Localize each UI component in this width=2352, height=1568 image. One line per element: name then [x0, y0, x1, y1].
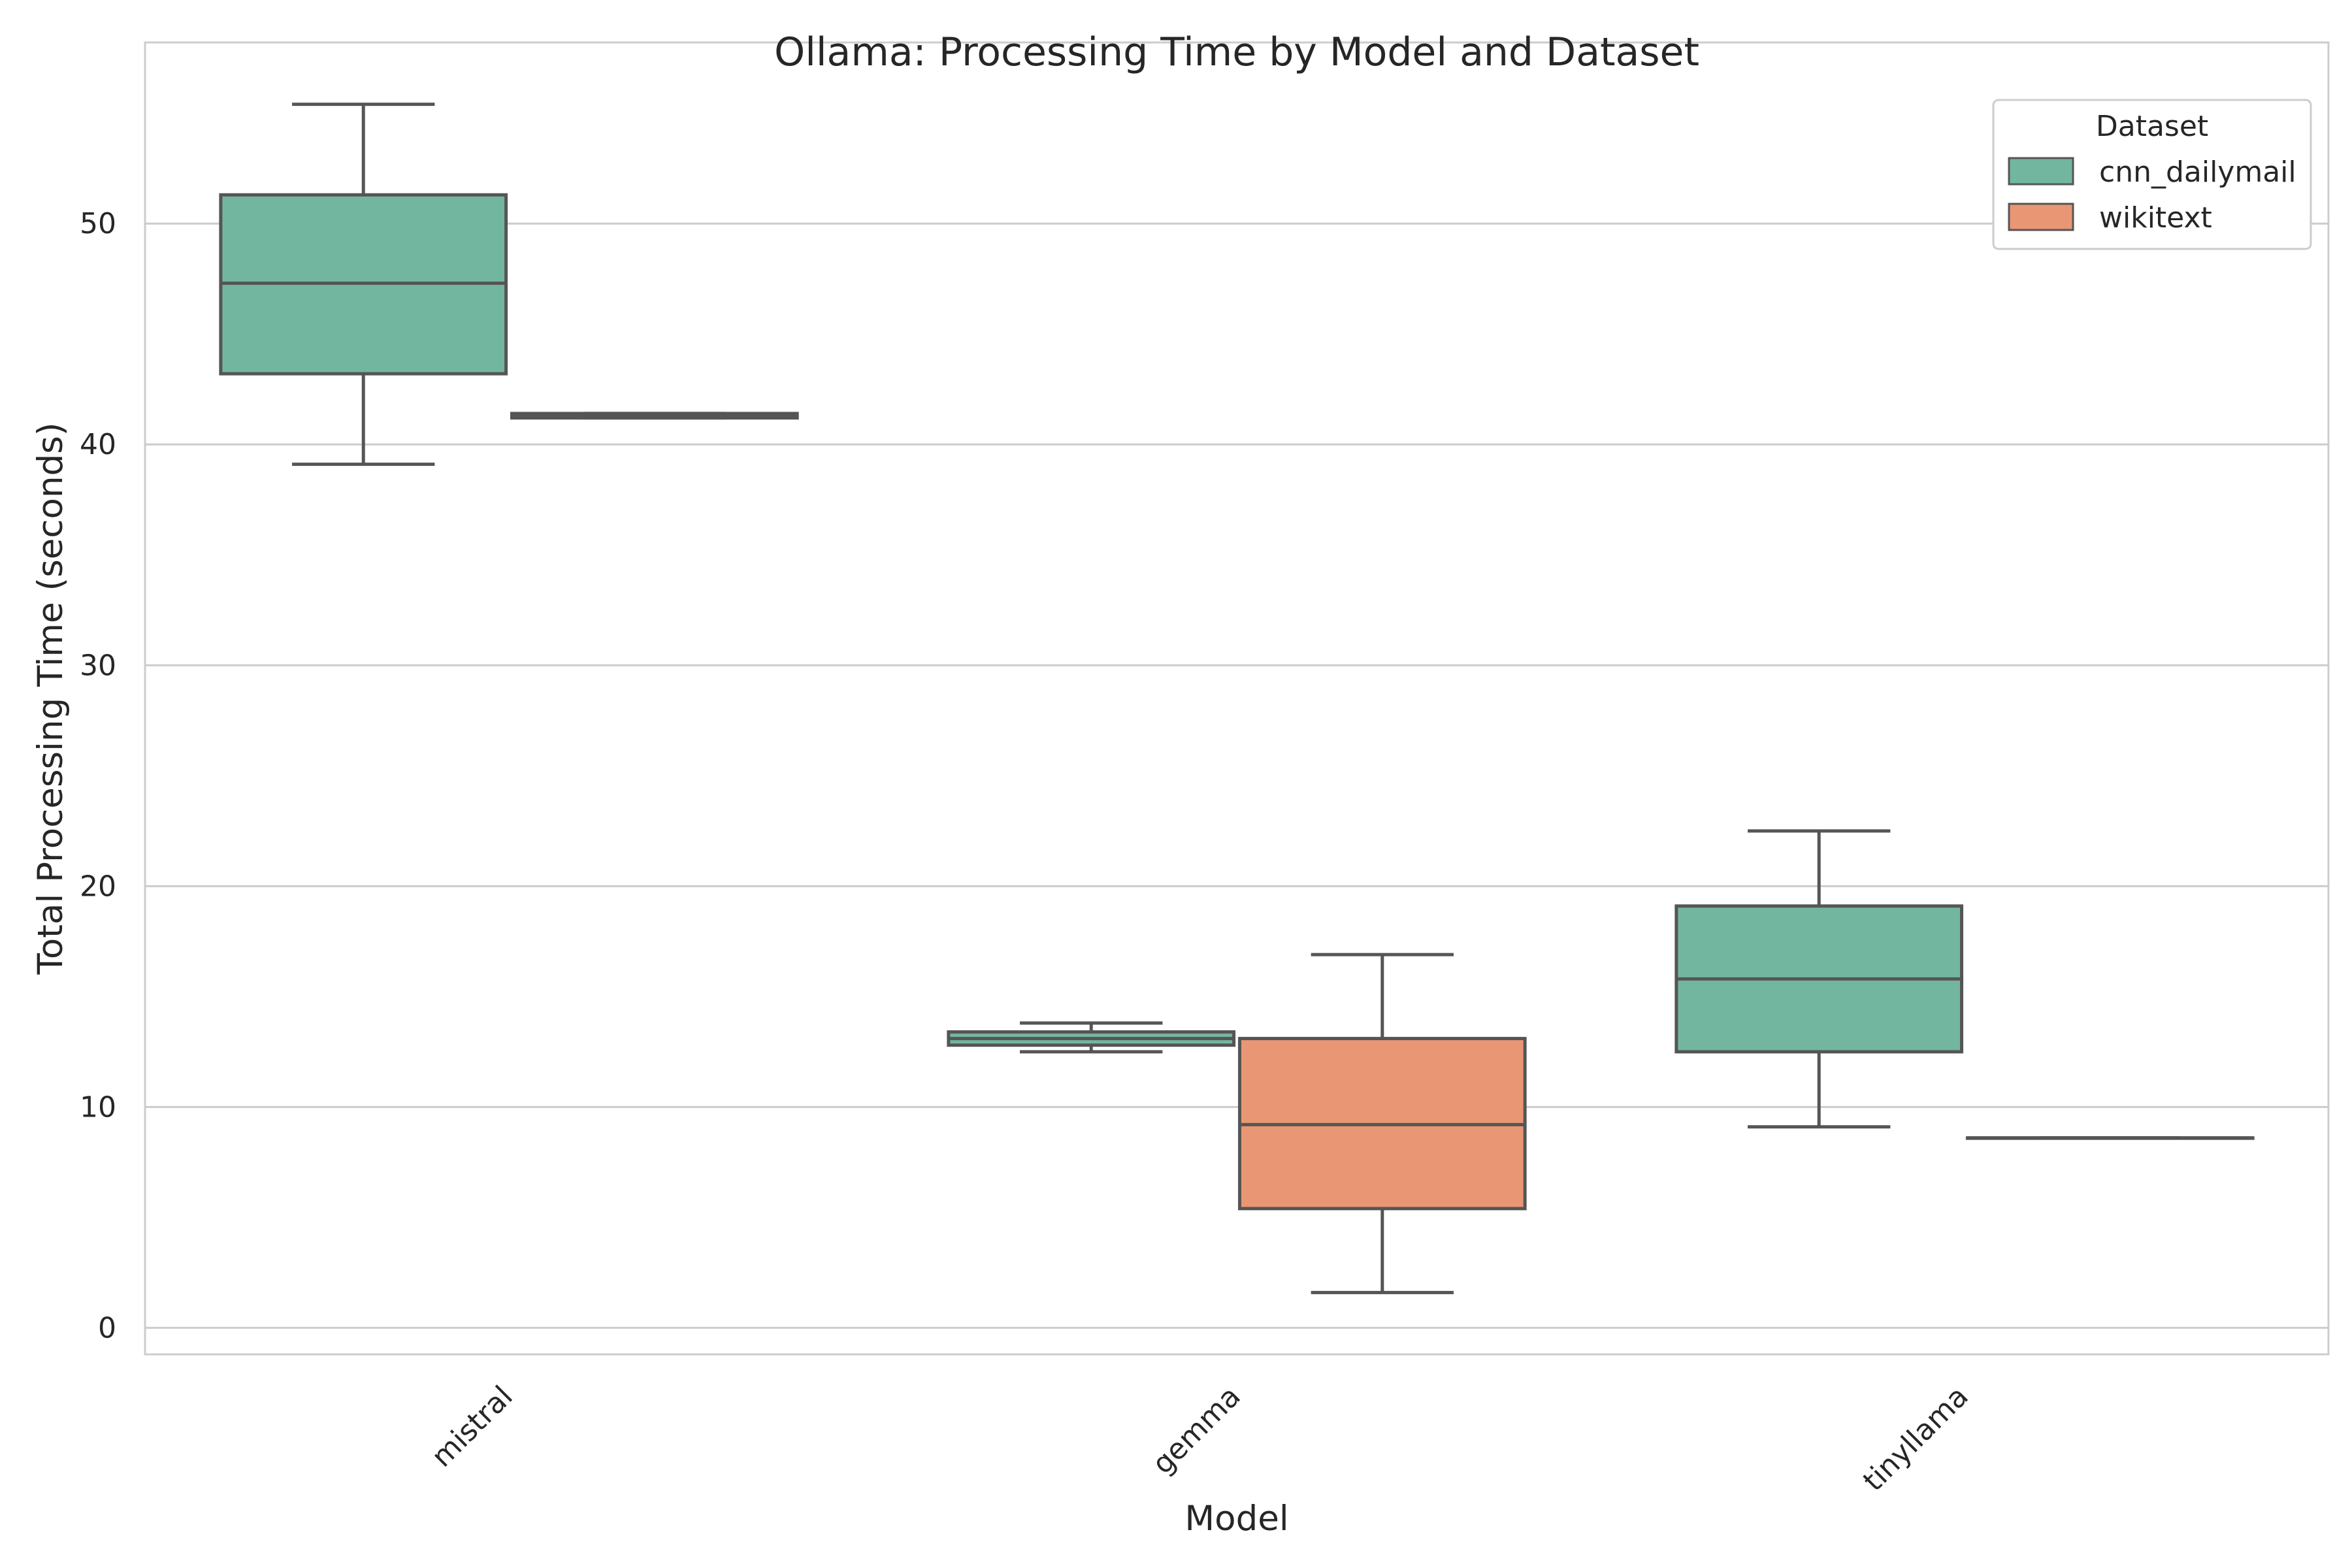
legend-swatch [2008, 203, 2074, 231]
x-tick-label: tinyllama [1857, 1380, 1975, 1498]
box-cnn_dailymail-gemma [947, 1021, 1236, 1054]
y-axis-label: Total Processing Time (seconds) [31, 422, 71, 975]
box-cnn_dailymail-tinyllama [1674, 829, 1964, 1129]
legend-label: wikitext [2099, 201, 2212, 235]
legend-title: Dataset [2096, 110, 2208, 143]
box-series-group [219, 103, 2255, 1294]
legend-items: cnn_dailymail wikitext [2008, 155, 2296, 235]
x-tick-label: mistral [425, 1380, 519, 1474]
y-tick-label: 10 [80, 1090, 116, 1124]
box-wikitext-tinyllama [1965, 1136, 2255, 1140]
box-wikitext-gemma [1237, 953, 1527, 1294]
x-axis-label: Model [1184, 1499, 1288, 1539]
plot-area [144, 41, 2330, 1356]
legend: Dataset cnn_dailymail wikitext [1992, 99, 2312, 250]
legend-label: cnn_dailymail [2099, 155, 2296, 189]
x-axis-ticks: mistral gemma tinyllama [425, 1380, 1975, 1498]
box-cnn_dailymail-mistral [219, 103, 508, 466]
gridlines [145, 222, 2328, 1329]
chart-title: Ollama: Processing Time by Model and Dat… [774, 29, 1699, 75]
x-tick-label: gemma [1146, 1380, 1247, 1481]
y-tick-label: 50 [80, 207, 116, 240]
y-tick-label: 20 [80, 870, 116, 903]
y-tick-label: 0 [98, 1311, 116, 1345]
legend-swatch [2008, 157, 2074, 186]
y-tick-label: 40 [80, 428, 116, 461]
y-axis-ticks: 0 10 20 30 40 50 [80, 207, 116, 1345]
box-wikitext-mistral [510, 412, 799, 420]
y-tick-label: 30 [80, 649, 116, 682]
